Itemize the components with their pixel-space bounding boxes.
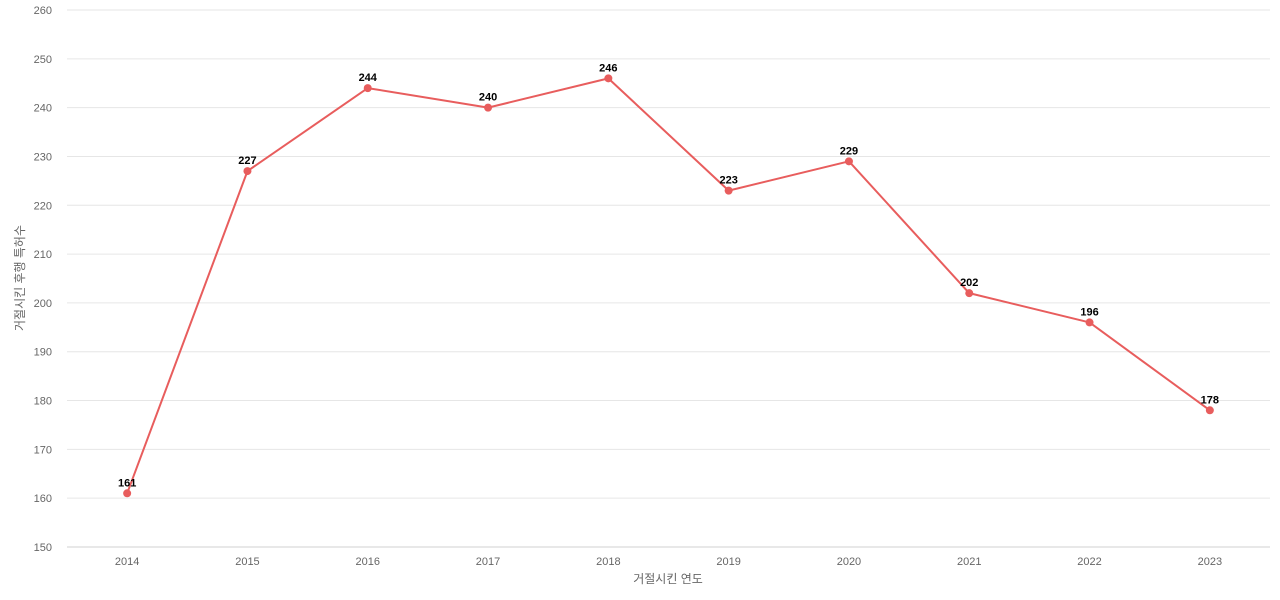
y-tick-label: 200: [34, 298, 52, 310]
series-layer: [123, 74, 1214, 498]
data-point[interactable]: [1085, 318, 1094, 327]
x-tick-label: 2019: [716, 556, 740, 568]
data-label: 202: [960, 277, 978, 289]
y-tick-label: 240: [34, 103, 52, 115]
y-tick-label: 190: [34, 347, 52, 359]
data-label: 223: [719, 175, 737, 187]
y-tick-label: 230: [34, 151, 52, 163]
x-tick-label: 2020: [837, 556, 861, 568]
x-axis-ticks: 2014 2015 2016 2017 2018 2019 2020 2021 2022 2023: [115, 556, 1222, 568]
data-label: 244: [359, 72, 378, 84]
y-axis-ticks: 150 160 170 180 190 200 210 220 230 240 250 260: [34, 5, 52, 554]
y-tick-label: 250: [34, 54, 52, 66]
data-label: 161: [118, 477, 136, 489]
x-tick-label: 2015: [235, 556, 259, 568]
data-point[interactable]: [844, 157, 853, 166]
data-label: 227: [238, 155, 256, 167]
x-tick-label: 2014: [115, 556, 139, 568]
series-line: [126, 77, 1211, 494]
y-axis-title: 거절시킨 후행 특허수: [12, 225, 27, 331]
y-tick-label: 220: [34, 200, 52, 212]
data-point[interactable]: [363, 84, 372, 93]
y-tick-label: 180: [34, 396, 52, 408]
y-tick-label: 170: [34, 444, 52, 456]
data-label: 196: [1080, 306, 1098, 318]
y-tick-label: 210: [34, 249, 52, 261]
data-label: 240: [479, 92, 497, 104]
data-point[interactable]: [604, 74, 613, 83]
data-label: 178: [1201, 394, 1219, 406]
x-tick-label: 2021: [957, 556, 981, 568]
data-label: 229: [840, 145, 858, 157]
data-point[interactable]: [724, 186, 733, 195]
data-point[interactable]: [243, 167, 252, 176]
data-labels-layer: 161 227 244 240 246 223 229 202 196 178: [118, 62, 1219, 489]
y-tick-label: 150: [34, 542, 52, 554]
y-tick-label: 160: [34, 493, 52, 505]
data-point[interactable]: [1205, 406, 1214, 415]
y-tick-label: 260: [34, 5, 52, 17]
x-tick-label: 2018: [596, 556, 620, 568]
data-point[interactable]: [123, 489, 132, 498]
x-axis-title: 거절시킨 연도: [633, 572, 703, 586]
x-tick-label: 2017: [476, 556, 500, 568]
x-tick-label: 2023: [1198, 556, 1222, 568]
x-tick-label: 2016: [356, 556, 380, 568]
grid-layer: [67, 9, 1270, 548]
data-point[interactable]: [965, 289, 974, 298]
data-label: 246: [599, 62, 617, 74]
x-tick-label: 2022: [1077, 556, 1101, 568]
data-point[interactable]: [484, 103, 493, 112]
